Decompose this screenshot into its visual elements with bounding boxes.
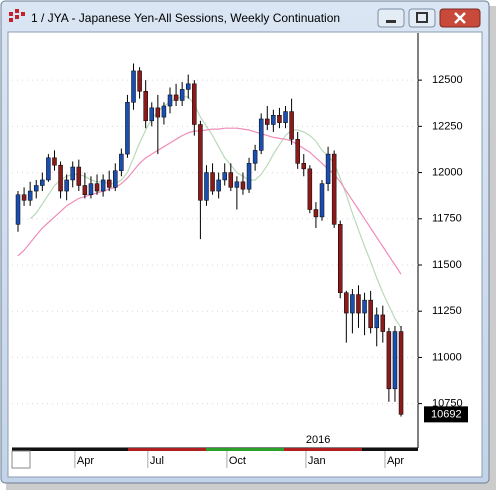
x-tick-label: Oct [229,455,246,467]
candle-body [356,294,361,314]
y-tick-label: 11250 [432,305,462,317]
candle-body [27,190,33,201]
candle-body [106,179,112,188]
candle-body [319,183,325,218]
app-icon [9,9,25,22]
candle-body [277,115,282,123]
candle-body [210,172,215,192]
candle-body [76,166,82,186]
year-label: 2016 [306,434,330,446]
candle-body [137,70,142,92]
y-tick-label: 12250 [432,120,463,132]
candle-body [265,118,270,125]
candle-body [350,294,355,314]
plot: 1075011000112501150011750120001225012500… [12,63,468,468]
candle-body [246,163,252,190]
moving-average [29,96,402,329]
candle-body [362,299,367,314]
candle-body [21,194,27,201]
x-tick-label: Jan [308,455,326,467]
candle-body [198,124,203,201]
candle-body [386,331,392,390]
candle-body [380,314,386,332]
candle-body [374,314,379,329]
candle-body [40,179,45,186]
moving-average [17,127,402,275]
candle-body [295,139,300,164]
candle-body [344,292,349,314]
candle-body [70,166,75,181]
candle-body [161,105,167,118]
x-tick-label: Jul [150,455,164,467]
candle-body [58,164,63,192]
y-tick-label: 11500 [432,259,462,271]
y-tick-label: 12000 [432,166,463,178]
candle-body [88,183,94,195]
y-tick-label: 11000 [432,351,462,363]
candle-body [228,172,234,188]
candle-body [222,172,227,181]
candle-body [337,224,343,293]
candle-body [131,70,136,103]
candle-body [167,94,173,107]
candle-body [113,170,118,188]
candle-body [216,179,221,192]
candle-body [204,172,209,201]
y-tick-label: 12500 [432,74,463,86]
quarter-strip [11,448,418,469]
candle-body [64,179,69,192]
candle-body [258,118,264,151]
candle-body [149,107,155,122]
minimize-button[interactable] [377,8,405,28]
y-tick-label: 11750 [432,213,462,225]
candle-body [234,181,240,188]
candle-body [252,150,258,164]
candle-body [185,83,191,90]
candle-body [283,111,288,123]
candle-body [240,181,246,190]
x-tick-label: Apr [77,455,94,467]
candle-body [289,111,294,140]
candle-body [15,194,21,225]
candle-body [82,185,88,195]
candle-body [192,83,197,125]
candle-body [173,94,179,101]
candle-body [155,107,161,118]
chart-area [7,31,483,478]
candle-body [125,102,130,155]
candle-body [313,209,319,218]
candle-body [52,157,57,166]
candle-body [301,163,307,170]
candle-body [33,185,39,192]
candle-body [307,168,313,210]
candle-body [325,153,331,184]
candle-body [46,157,51,181]
candle-body [94,183,100,192]
candle-body [143,90,148,122]
candle-body [392,331,398,390]
candle-body [331,153,337,225]
maximize-button[interactable] [408,8,436,28]
candle-body [100,179,106,192]
last-price-label: 10692 [431,408,462,420]
candle-body [398,331,404,415]
last-price-box [424,406,468,423]
candle-body [179,89,185,101]
x-tick-label: Apr [387,455,404,467]
window-title: 1 / JYA - Japanese Yen-All Sessions, Wee… [31,11,340,25]
candle-body [368,299,373,329]
candle-body [271,115,276,125]
candle-body [119,153,124,171]
close-button[interactable] [439,8,481,28]
